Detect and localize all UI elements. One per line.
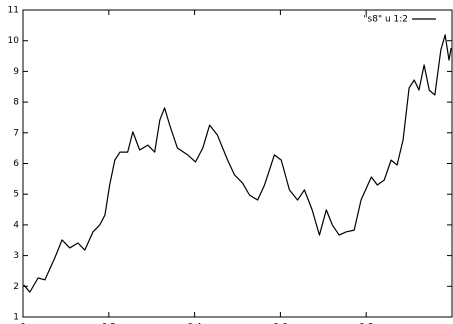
x-tick-label: 0.8: [359, 323, 374, 324]
x-tick-label: 0.2: [102, 323, 116, 324]
y-tick-label: 9: [13, 67, 19, 77]
y-tick-label: 2: [13, 282, 19, 292]
plot-border: [22, 9, 453, 318]
y-tick-label: 4: [13, 220, 19, 230]
y-tick-label: 8: [13, 98, 19, 108]
y-tick-label: 1: [13, 313, 19, 323]
y-tick-label: 6: [13, 159, 19, 169]
x-tick-label: 0: [20, 323, 26, 324]
y-tick-label: 3: [13, 251, 19, 261]
y-tick-label: 7: [13, 128, 19, 138]
y-tick-label: 11: [8, 6, 19, 16]
y-tick-label: 10: [8, 36, 20, 46]
y-tick-label: 5: [13, 190, 19, 200]
legend-label: "s8" u 1:2: [363, 15, 408, 25]
x-tick-label: 0.4: [187, 323, 202, 324]
data-line: [23, 34, 452, 293]
x-tick-label: 0.6: [273, 323, 288, 324]
